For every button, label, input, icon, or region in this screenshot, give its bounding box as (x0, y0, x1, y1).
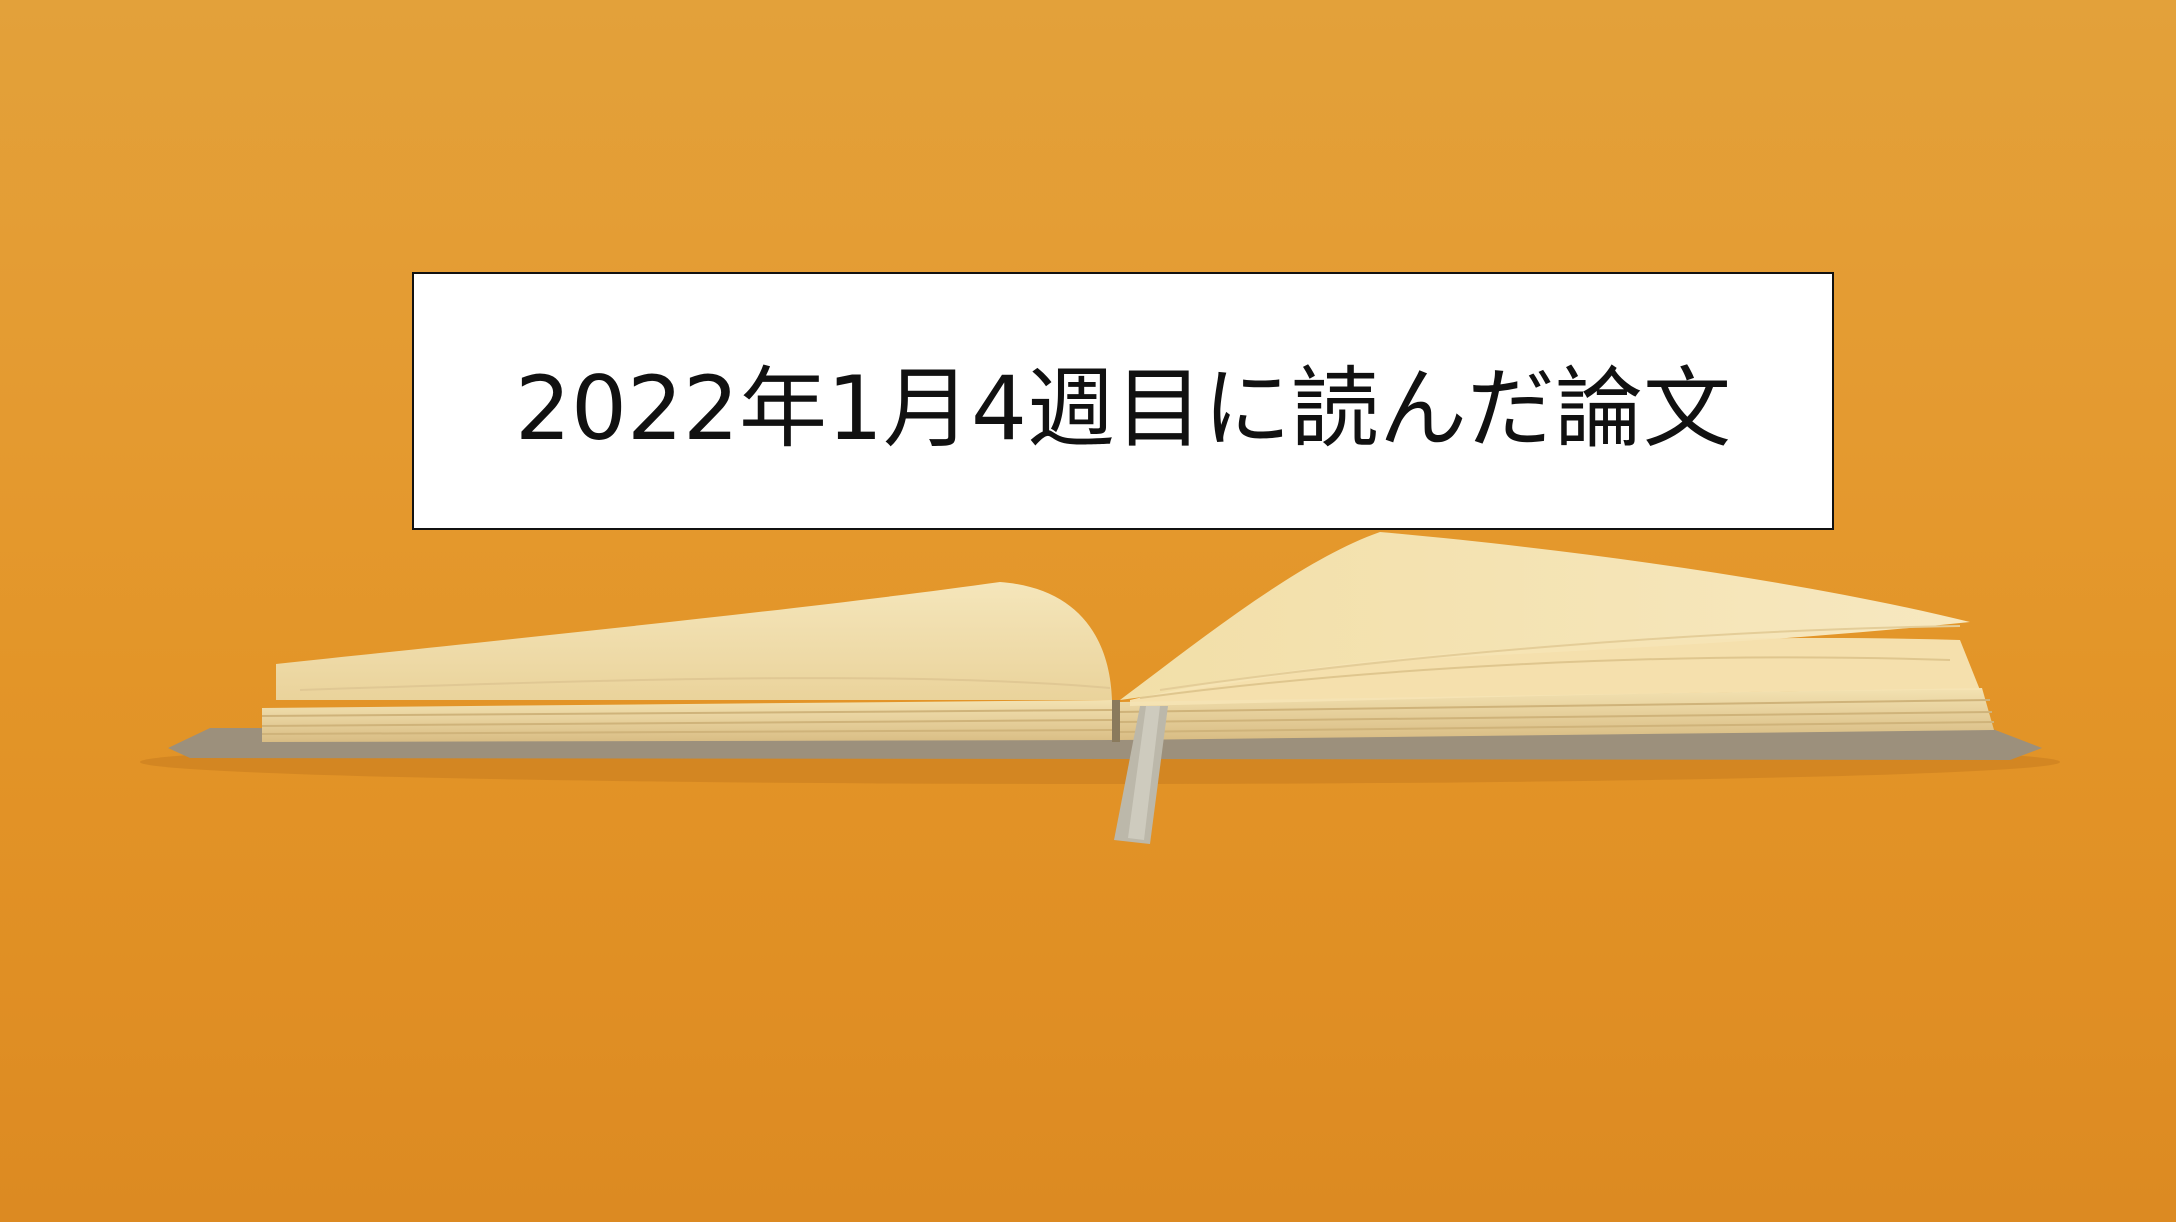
left-open-page (276, 582, 1112, 700)
right-page-block (1120, 688, 1994, 740)
right-fanned-pages (1120, 532, 1970, 700)
title-text: 2022年1月4週目に読んだ論文 (515, 356, 1731, 460)
title-card: 2022年1月4週目に読んだ論文 (412, 272, 1834, 530)
